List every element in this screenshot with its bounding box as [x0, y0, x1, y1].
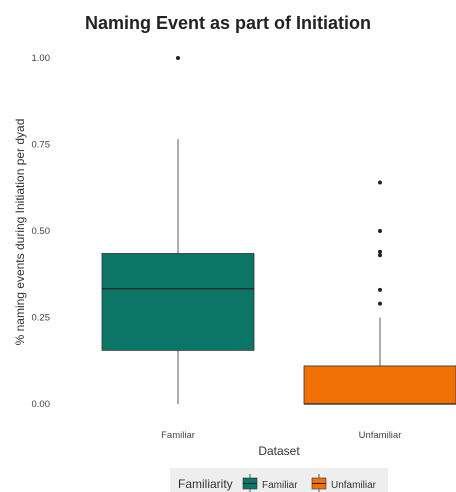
chart-title: Naming Event as part of Initiation	[85, 13, 371, 33]
legend-background	[170, 468, 388, 492]
x-axis-label: Dataset	[258, 444, 300, 458]
outlier-point	[378, 229, 382, 233]
y-tick-label: 0.00	[32, 399, 51, 410]
x-tick-label: Unfamiliar	[359, 430, 402, 441]
y-axis-label: % naming events during Initiation per dy…	[13, 119, 27, 346]
box-unfamiliar	[303, 365, 456, 405]
legend-title: Familiarity	[178, 477, 233, 491]
legend-label: Familiar	[262, 480, 298, 491]
outlier-point	[378, 301, 382, 306]
outlier-point	[378, 180, 382, 185]
y-tick-label: 1.00	[32, 53, 51, 64]
x-tick-label: Familiar	[161, 430, 195, 441]
x-axis-ticks: Familiar Unfamiliar	[161, 430, 401, 441]
legend-label: Unfamiliar	[331, 480, 377, 491]
y-tick-label: 0.75	[32, 140, 51, 151]
y-tick-label: 0.25	[32, 313, 51, 324]
box-familiar	[101, 253, 255, 351]
legend: Familiarity Familiar Unfamiliar	[170, 468, 388, 492]
outlier-point	[378, 287, 382, 292]
y-axis-ticks: 0.00 0.25 0.50 0.75 1.00	[32, 53, 51, 410]
plot-panel	[101, 56, 456, 405]
outlier-point	[176, 56, 180, 60]
y-tick-label: 0.50	[32, 226, 51, 237]
outlier-point	[378, 253, 382, 258]
outlier-point	[378, 249, 382, 254]
